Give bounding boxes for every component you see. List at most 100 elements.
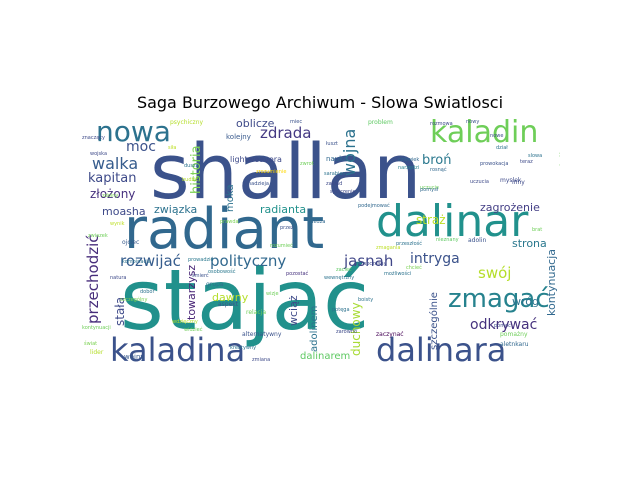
word-prawda: prawda: [220, 219, 239, 225]
word-ojciec: ojciec: [122, 239, 140, 246]
word-narzedzi: narzędzi: [398, 165, 420, 171]
word-zwiazek: zwiazek: [88, 233, 108, 239]
word-nieznany: nieznany: [436, 237, 459, 243]
word-nauka: nauka: [326, 155, 348, 163]
word-dobor: dobór: [140, 289, 155, 295]
word-dalinarem: dalinarem: [300, 351, 351, 362]
word-shallan: shallan: [150, 127, 422, 216]
word-czlowiek: czlowiek: [398, 157, 420, 163]
word-myslek: myslek: [500, 177, 522, 184]
word-rozwijac: rozwijać: [120, 252, 181, 270]
word-walka: walka: [92, 154, 139, 173]
word-radianta: radianta: [260, 203, 307, 216]
word-moka: moka: [225, 184, 236, 212]
word-miec: miec: [290, 119, 303, 125]
word-polityczny: polityczny: [210, 252, 287, 270]
word-uczucia: uczucia: [470, 179, 489, 185]
word-zagrozenie: zagrożenie: [480, 201, 540, 214]
word-zdrada: zdrada: [260, 124, 312, 142]
cloud-title: Saga Burzowego Archiwum - Slowa Swiatlos…: [136, 93, 504, 112]
word-rozumiec: rozumieć: [270, 243, 293, 249]
word-sarabian: sarabian: [324, 171, 346, 177]
word-wynik: wynik: [110, 221, 125, 227]
word-pomysl: pomysł: [420, 187, 439, 193]
word-dalinara: dalinara: [376, 331, 507, 366]
word-kombinacja: kombinacja: [122, 259, 151, 265]
word-przez: przez: [280, 225, 294, 231]
word-szczegolny: szczególny: [120, 297, 148, 303]
word-szczegolnie: szczególnie: [429, 292, 440, 350]
word-grupa: grupa: [206, 281, 224, 288]
word-pozostac: pozostać: [286, 271, 309, 277]
word-zaklad: zakład: [326, 181, 343, 187]
word-kontynuacji: kontynuacji: [82, 325, 111, 331]
word-prowadzic: prowadzić: [188, 257, 214, 263]
word-chciec: chcieć: [406, 265, 422, 271]
word-rozmowa: rozmowa: [430, 121, 453, 127]
word-osobowosc: osobowość: [208, 269, 236, 275]
word-spojrzenie: spojrzenie: [330, 189, 356, 195]
word-pomazny: pomażny: [500, 331, 528, 338]
word-historia: historia: [189, 145, 204, 194]
word-budzic: budzić: [182, 177, 199, 183]
word-wojny: wojny: [124, 353, 145, 361]
word-znaczacy: znaczący: [82, 135, 106, 141]
word-zdolny: zdolny: [102, 193, 119, 199]
word-bron: broń: [422, 153, 452, 168]
word-zwiazka: związka: [154, 203, 198, 216]
word-dalinar: dalinar: [376, 196, 529, 247]
word-luszt: łuszt: [326, 141, 338, 147]
word-nowe: nowe: [490, 133, 504, 139]
word-slowa: slowa: [528, 153, 543, 159]
word-podejmowac: podejmować: [358, 203, 390, 209]
word-zmagania: zmagania: [376, 245, 401, 251]
word-wiedza: wiedza: [308, 219, 326, 225]
word-nowa: nowa: [96, 116, 171, 148]
word-pomoc: pomoc: [494, 323, 511, 329]
word-straz: straż: [416, 213, 446, 227]
word-dawny: dawny: [212, 291, 249, 304]
word-zlozony: złożony: [90, 187, 136, 201]
word-oblicze: oblicze: [236, 117, 275, 130]
word-jasnah: jasnah: [344, 252, 394, 270]
word-zmiana: zmiana: [252, 357, 271, 363]
word-nadzieja: nadzieja: [248, 181, 269, 187]
word-moasha: moasha: [102, 205, 146, 218]
word-zwrot: zwrot: [300, 161, 314, 167]
word-brat: brat: [532, 227, 543, 233]
word-alternatywny: alternatywny: [242, 331, 282, 338]
word-mozliwosci: możliwości: [384, 271, 412, 277]
word-przechodzic: przechodzić: [84, 234, 102, 324]
word-zrozumienie: zrozumienie: [256, 169, 287, 175]
word-wojska: wojska: [90, 151, 108, 157]
word-sila: siła: [168, 145, 177, 151]
word-kontynuacja: kontynuacja: [545, 248, 558, 316]
word-wdzieczny: wdzięczny: [172, 319, 198, 325]
word-relacja: relacja: [246, 309, 267, 316]
word-inny: inny: [512, 179, 525, 186]
word-rosnac: rosnąć: [430, 167, 447, 173]
word-stajac: stajać: [120, 251, 370, 349]
word-przeszlosc: przeszłość: [396, 241, 422, 247]
word-wciaz: wciąż: [287, 295, 300, 326]
word-zaczynac: zaczynać: [376, 331, 404, 338]
word-nowy: nowy: [466, 119, 480, 125]
word-aletnkaru: aletnkaru: [500, 341, 529, 348]
word-potega: potęga: [332, 307, 350, 313]
word-cloud: stajać shallan radiant dalinar kaladina dalin…: [80, 116, 560, 366]
word-wizje: wizje: [266, 291, 279, 297]
word-aspekt: aspekt: [218, 301, 239, 308]
word-adolinem: adolinem: [309, 305, 320, 352]
word-dusza: dusza: [184, 163, 199, 169]
word-wewnetrzny: wewnętrzny: [324, 275, 355, 281]
word-lightweavera: lightweavera: [230, 155, 282, 164]
word-lider: lider: [90, 349, 104, 356]
word-dzial: dział: [496, 145, 508, 151]
word-widziec: widzieć: [184, 327, 203, 333]
word-zmagac: zmagać: [448, 284, 550, 314]
word-kaladin: kaladin: [430, 116, 539, 150]
word-wojna: wojna: [340, 128, 359, 176]
word-kreatywny: kreatywny: [230, 345, 257, 351]
word-boisty: boisty: [358, 297, 374, 303]
word-wrog: wróg: [512, 295, 539, 308]
